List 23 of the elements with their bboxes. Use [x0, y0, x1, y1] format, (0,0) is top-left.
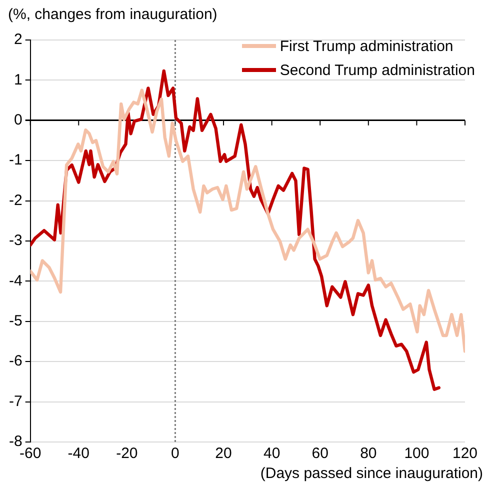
- y-tick-label: -3: [8, 232, 22, 250]
- x-tick-label: -40: [68, 445, 90, 462]
- x-tick-label: 0: [171, 445, 180, 462]
- x-tick-label: 20: [215, 445, 232, 462]
- y-tick-label: -2: [8, 192, 22, 209]
- y-tick-label: -7: [8, 392, 22, 410]
- x-tick-label: 120: [452, 445, 478, 462]
- y-tick-label: -6: [8, 352, 22, 370]
- y-tick-label: 2: [14, 31, 22, 48]
- legend-label: First Trump administration: [280, 38, 454, 54]
- y-tick-label: 1: [14, 71, 22, 88]
- x-tick-label: 60: [312, 445, 328, 462]
- y-axis-title: (%, changes from inauguration): [8, 6, 218, 23]
- y-tick-label: -4: [8, 272, 22, 290]
- x-tick-label: 80: [360, 445, 377, 462]
- x-tick-label: -20: [116, 445, 138, 462]
- legend-label: Second Trump administration: [280, 62, 475, 78]
- y-tick-label: -5: [8, 312, 22, 330]
- y-tick-label: 0: [14, 112, 22, 129]
- x-axis-title: (Days passed since inauguration): [260, 465, 483, 482]
- x-tick-label: 40: [263, 445, 280, 462]
- x-tick-label: 100: [404, 445, 430, 462]
- y-tick-label: -1: [8, 152, 22, 169]
